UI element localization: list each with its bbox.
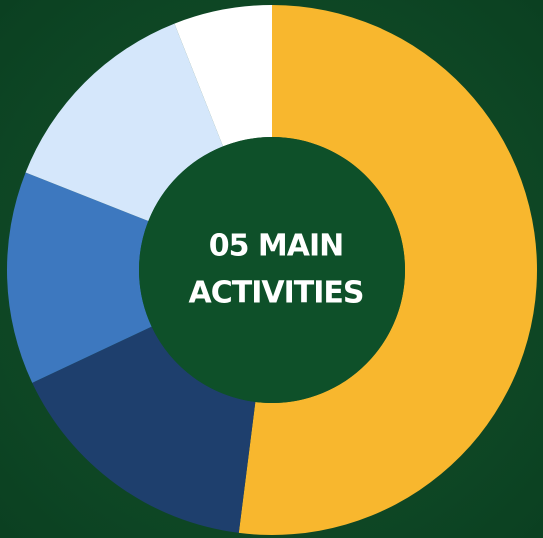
center-label: ACTIVITIES xyxy=(189,276,364,311)
page: 05 MAIN ACTIVITIES (() => { const data =… xyxy=(0,0,543,538)
chart: 05 MAIN ACTIVITIES xyxy=(0,0,543,538)
center-label: 05 MAIN xyxy=(209,229,344,264)
donut-center xyxy=(139,137,405,403)
